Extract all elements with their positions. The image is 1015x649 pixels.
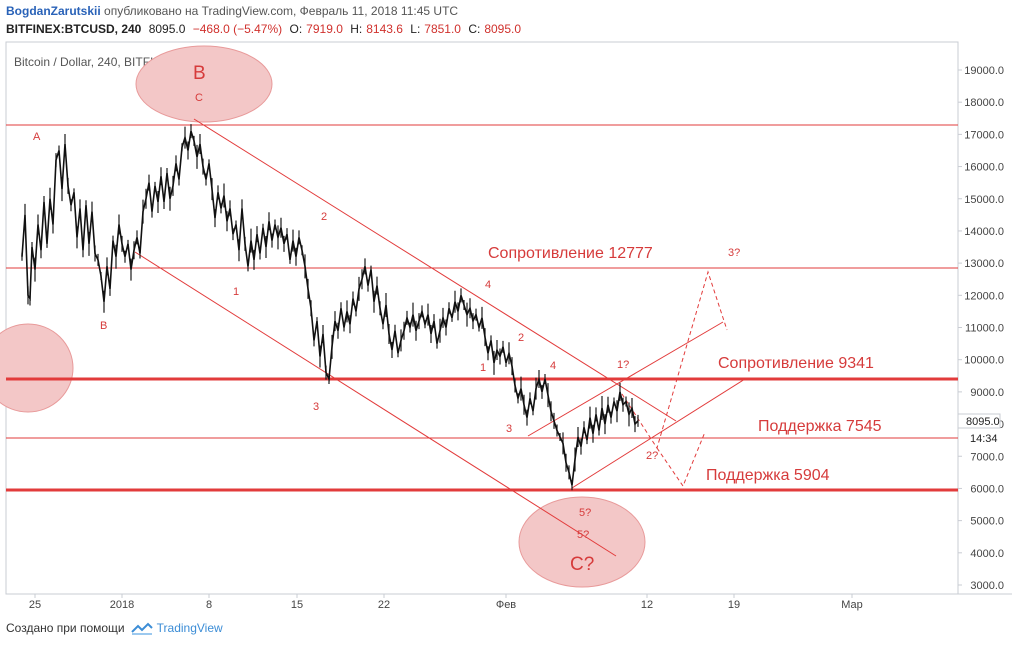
wave-num-2b: 2 — [518, 332, 524, 344]
footer: Создано при помощи TradingView — [6, 621, 223, 635]
wave-num-2q: 2? — [646, 450, 658, 462]
projected-path-lower[interactable] — [656, 431, 706, 488]
open-label: O: — [289, 22, 303, 36]
y-tick-label: 11000.0 — [965, 323, 1004, 335]
rising-channel-upper[interactable] — [527, 321, 724, 437]
x-tick-label: 8 — [206, 599, 212, 611]
close-label: C: — [468, 22, 481, 36]
y-tick-label: 19000.0 — [964, 65, 1004, 77]
x-tick-label: 12 — [641, 599, 653, 611]
low-value: 7851.0 — [424, 22, 461, 36]
x-tick-label: 25 — [29, 599, 41, 611]
y-tick-label: 16000.0 — [964, 162, 1004, 174]
y-tick-label: 17000.0 — [964, 129, 1004, 141]
support-7545-label: Поддержка 7545 — [758, 418, 882, 435]
y-tick-label: 10000.0 — [964, 355, 1004, 367]
support-5904-label: Поддержка 5904 — [706, 467, 830, 484]
x-tick-label: 19 — [728, 599, 740, 611]
y-tick-label: 15000.0 — [964, 194, 1004, 206]
wave-num-5q-b: 5? — [577, 529, 589, 541]
wave-num-5q-a: 5? — [579, 507, 591, 519]
wave-num-2a: 2 — [321, 211, 327, 223]
y-tick-label: 14000.0 — [964, 226, 1004, 238]
x-tick-label: 15 — [291, 599, 303, 611]
price-line — [21, 130, 639, 486]
y-tick-label: 3000.0 — [970, 580, 1004, 592]
time-axis: 25 2018 8 15 22 Фев 12 19 Мар — [29, 594, 863, 611]
wave-label-C-small: C — [195, 92, 203, 104]
wave-a-ellipse — [0, 323, 74, 413]
projected-path-upper[interactable] — [621, 270, 728, 450]
y-tick-label: 18000.0 — [964, 97, 1004, 109]
x-tick-label: 22 — [378, 599, 390, 611]
wave-num-1q: 1? — [617, 359, 629, 371]
wave-label-B-big: B — [193, 63, 206, 84]
wave-num-4a: 4 — [485, 279, 491, 291]
open-value: 7919.0 — [306, 22, 343, 36]
wave-label-A: A — [33, 131, 41, 143]
tradingview-logo-icon — [130, 622, 153, 635]
price-axis: 3000.04000.05000.06000.07000.08000.09000… — [958, 65, 1004, 592]
publication-header: BogdanZarutskii опубликовано на TradingV… — [6, 4, 458, 18]
current-price-tag — [957, 413, 1001, 429]
y-tick-label: 7000.0 — [970, 451, 1004, 463]
y-tick-label: 6000.0 — [970, 483, 1004, 495]
lower-channel-line[interactable] — [134, 251, 617, 557]
ticker-symbol: BITFINEX:BTCUSD, 240 — [6, 22, 142, 36]
high-value: 8143.6 — [366, 22, 403, 36]
tradingview-link[interactable]: TradingView — [130, 621, 223, 635]
y-tick-label: 5000.0 — [970, 516, 1004, 528]
last-price: 8095.0 — [148, 22, 186, 36]
author-link[interactable]: BogdanZarutskii — [6, 4, 101, 18]
wave-num-4b: 4 — [550, 360, 556, 372]
wave-num-3q: 3? — [728, 247, 740, 259]
wave-b-ellipse — [135, 45, 273, 123]
high-label: H: — [350, 22, 363, 36]
wave-num-3a: 3 — [313, 401, 319, 413]
created-with-text: Создано при помощи — [6, 621, 125, 635]
tradingview-brand: TradingView — [156, 621, 223, 635]
wave-num-1a: 1 — [233, 286, 239, 298]
countdown-text: 14:34 — [970, 433, 998, 445]
x-tick-label: 2018 — [110, 599, 134, 611]
upper-channel-line[interactable] — [193, 118, 677, 422]
y-tick-label: 13000.0 — [964, 258, 1004, 270]
x-tick-label: Фев — [496, 599, 516, 611]
wave-num-3b: 3 — [506, 423, 512, 435]
price-change: −468.0 (−5.47%) — [192, 22, 283, 36]
y-tick-label: 12000.0 — [964, 290, 1004, 302]
y-tick-label: 4000.0 — [970, 548, 1004, 560]
resistance-12777-label: Сопротивление 12777 — [488, 245, 653, 262]
wave-label-B-small: B — [100, 320, 107, 332]
rising-channel-lower[interactable] — [571, 378, 746, 489]
wave-num-1b: 1 — [480, 362, 486, 374]
publication-info: опубликовано на TradingView.com, Февраль… — [104, 4, 459, 18]
resistance-9341-label: Сопротивление 9341 — [718, 355, 874, 372]
y-tick-label: 9000.0 — [970, 387, 1004, 399]
close-value: 8095.0 — [484, 22, 522, 36]
chart-title: Bitcoin / Dollar, 240, BITFINEX — [14, 55, 178, 69]
x-tick-label: Мар — [841, 599, 863, 611]
current-price-text: 8095.0 — [966, 416, 1000, 428]
wave-c-ellipse — [518, 496, 646, 588]
price-bars — [21, 124, 639, 491]
ticker-bar: BITFINEX:BTCUSD, 240 8095.0 −468.0 (−5.4… — [6, 22, 525, 36]
low-label: L: — [410, 22, 421, 36]
wave-label-C-big: C? — [570, 554, 594, 575]
